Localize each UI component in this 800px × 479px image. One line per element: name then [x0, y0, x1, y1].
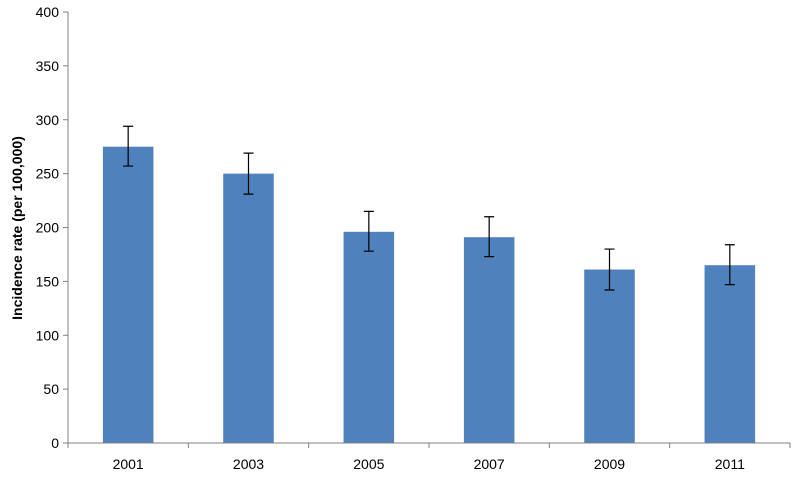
- y-tick-label: 0: [51, 435, 59, 451]
- bars: [102, 146, 756, 443]
- x-tick-label: 2011: [715, 456, 745, 472]
- error-bar-2003: [243, 152, 254, 195]
- bar-2009: [584, 269, 635, 443]
- y-tick-label: 400: [36, 4, 60, 20]
- y-axis-label: Incidence rate (per 100,000): [9, 136, 25, 320]
- error-bar-2007: [484, 216, 495, 258]
- error-bar-2005: [363, 210, 374, 252]
- x-tick-label: 2003: [233, 456, 264, 472]
- y-tick-label: 150: [36, 273, 60, 289]
- y-tick-label: 100: [36, 327, 60, 343]
- y-axis: 0 50 100 150 200 250 300 350 400: [36, 4, 69, 451]
- y-tick-label: 50: [43, 381, 59, 397]
- x-axis: 2001 2003 2005 2007 2009 2011: [67, 442, 791, 472]
- error-bar-2001: [123, 125, 134, 167]
- bar-2001: [102, 146, 154, 443]
- x-tick-label: 2005: [353, 456, 384, 472]
- bar-2011: [704, 265, 756, 443]
- error-bar-2009: [604, 248, 615, 291]
- error-bar-2011: [724, 244, 735, 286]
- y-tick-label: 300: [36, 112, 60, 128]
- x-tick-label: 2001: [113, 456, 144, 472]
- error-bars: [123, 125, 735, 291]
- x-tick-label: 2009: [594, 456, 625, 472]
- y-tick-label: 200: [36, 220, 60, 236]
- bar-2007: [463, 237, 515, 443]
- x-tick-label: 2007: [474, 456, 505, 472]
- y-tick-label: 250: [36, 166, 60, 182]
- y-tick-label: 350: [36, 58, 60, 74]
- bar-2005: [343, 231, 395, 443]
- bar-2003: [223, 173, 274, 443]
